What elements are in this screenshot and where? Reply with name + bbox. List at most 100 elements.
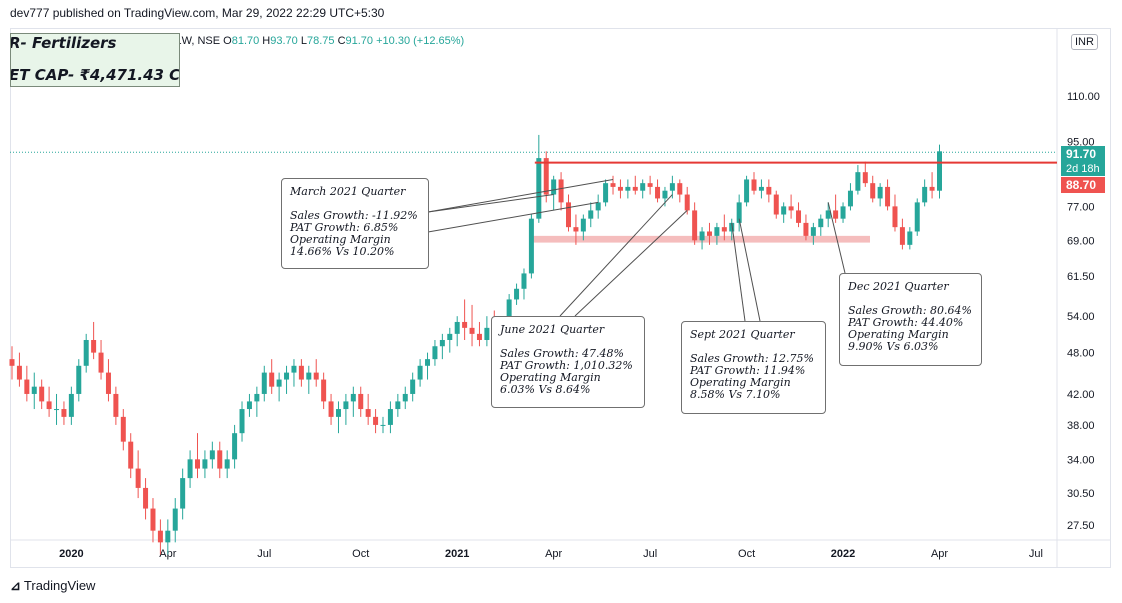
open-label: O [223,35,232,47]
x-tick-label: 2022 [831,548,855,560]
callout-connector [427,194,554,213]
candle-body [892,206,898,228]
candle-body [632,186,638,191]
y-tick-label: 27.50 [1067,520,1095,532]
close-label: C [337,35,346,47]
callout-connector [731,222,746,322]
y-tick-label: 77.00 [1067,201,1095,213]
company-info-box[interactable]: R- Fertilizers ET CAP- ₹4,471.43 Cr. [10,33,180,87]
note-title: Sept 2021 Quarter [690,328,795,341]
note-line: PAT Growth: 44.40% [848,316,964,329]
candle-body [16,365,22,380]
x-tick-label: Apr [931,548,948,560]
candle-body [922,186,928,203]
candle-body [655,186,661,199]
last-price-tag: 91.70 2d 18h [1061,146,1105,176]
candle-body [773,194,779,215]
candle-body [180,478,186,509]
callout-connector [574,210,688,317]
candle-body [847,190,853,207]
candle-body [699,231,705,241]
candle-body [202,459,208,469]
note-line: Operating Margin [690,376,791,389]
candle-body [187,459,193,479]
candle-body [217,450,223,469]
resistance-price-tag: 88.70 [1061,177,1105,193]
candle-body [335,409,341,417]
callout-connector [559,194,673,317]
candle-body [640,183,646,191]
note-june-2021[interactable]: June 2021 Quarter Sales Growth: 47.48% P… [491,316,645,408]
note-title: March 2021 Quarter [290,185,406,198]
candle-body [105,372,111,394]
note-title: June 2021 Quarter [500,323,605,336]
candle-body [610,183,616,187]
candle-body [128,441,134,469]
candle-body [714,227,720,236]
candle-body [373,416,379,425]
candle-body [83,339,89,366]
candle-body [306,372,312,380]
note-line: PAT Growth: 11.94% [690,364,806,377]
y-tick-label: 38.00 [1067,420,1095,432]
x-tick-label: Jul [643,548,657,560]
candle-body [313,372,319,380]
candle-body [566,202,571,228]
note-march-2021[interactable]: March 2021 Quarter Sales Growth: -11.92%… [281,178,429,269]
y-tick-label: 54.00 [1067,311,1095,323]
candle-body [135,468,141,488]
candle-body [744,179,750,203]
y-tick-label: 95.00 [1067,136,1095,148]
callout-connector [827,202,846,274]
note-title: Dec 2021 Quarter [848,280,949,293]
candle-body [150,508,156,531]
candle-body [937,151,942,191]
candle-body [120,416,126,442]
candle-body [24,379,30,394]
note-line: 14.66% Vs 10.20% [290,245,395,258]
bar-countdown: 2d 18h [1066,163,1100,175]
market-cap-label: ET CAP- ₹4,471.43 Cr. [10,66,180,84]
note-dec-2021[interactable]: Dec 2021 Quarter Sales Growth: 80.64% PA… [839,273,982,366]
callout-connector [427,201,599,233]
y-tick-label: 42.00 [1067,389,1095,401]
candle-body [914,202,920,232]
low-value: 78.75 [306,35,335,47]
candle-body [39,386,45,402]
candle-body [157,530,163,543]
candle-body [558,179,564,203]
candle-body [254,393,260,402]
resistance-price-value: 88.70 [1066,178,1097,192]
note-line: PAT Growth: 6.85% [290,221,399,234]
candle-body [833,210,839,219]
candle-body [269,372,275,387]
candle-body [588,210,594,219]
published-info: dev777 published on TradingView.com, Mar… [10,6,385,20]
candle-body [706,231,712,236]
x-tick-label: Jul [1029,548,1043,560]
candle-body [291,365,297,373]
candle-body [803,222,809,236]
candle-body [736,202,742,223]
candle-body [595,202,601,211]
currency-button[interactable]: INR [1071,34,1098,50]
candle-body [195,459,200,469]
candle-body [862,172,868,184]
candle-body [76,365,82,394]
candle-body [68,393,74,417]
candle-body [603,183,609,203]
y-tick-label: 61.50 [1067,271,1095,283]
candle-body [395,401,401,410]
candle-body [484,327,490,340]
last-price-value: 91.70 [1066,147,1097,161]
candle-body [684,194,690,211]
candle-body [825,210,831,219]
candle-body [454,321,460,334]
candle-body [899,227,905,245]
candle-body [870,183,876,199]
tradingview-footer[interactable]: ⊿ TradingView [10,578,95,594]
candle-body [417,365,423,380]
note-sept-2021[interactable]: Sept 2021 Quarter Sales Growth: 12.75% P… [681,321,826,414]
low-label: L [300,35,307,47]
